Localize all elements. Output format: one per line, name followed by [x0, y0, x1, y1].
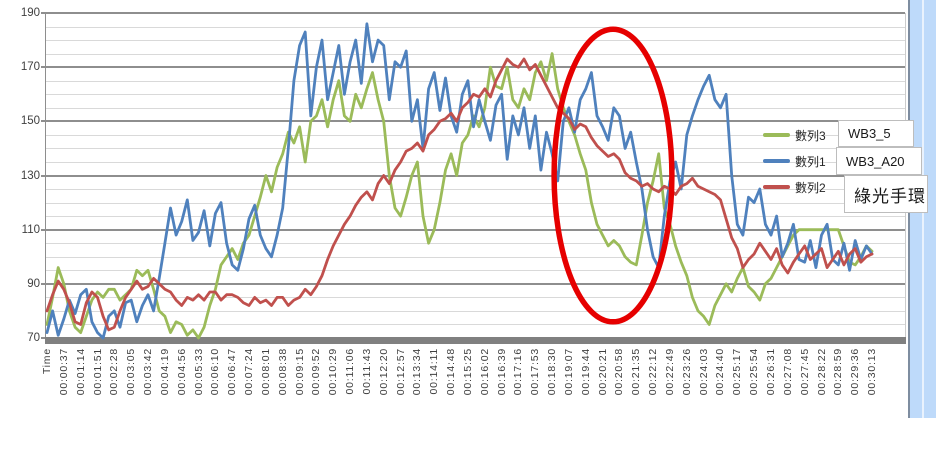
major-gridline [41, 12, 905, 14]
highlight-ellipse-annotation[interactable] [551, 26, 675, 325]
major-gridline [41, 228, 905, 231]
series-line-WB3_5[interactable] [45, 52, 874, 340]
minor-gridline [45, 270, 905, 272]
legend-swatch-red-line [763, 185, 790, 189]
y-tick-label: 190 [20, 7, 40, 19]
minor-gridline [45, 26, 905, 28]
major-gridline [41, 282, 905, 285]
x-axis-bar [45, 337, 906, 344]
minor-gridline [45, 202, 905, 204]
minor-gridline [45, 107, 905, 109]
minor-gridline [45, 53, 905, 55]
y-tick-label: 110 [21, 223, 40, 236]
callout-textbox-green-wristband[interactable]: 綠光手環 [844, 175, 928, 213]
legend-label-series2: 數列2 [795, 180, 826, 195]
minor-gridline [45, 324, 905, 326]
minor-gridline [45, 256, 905, 258]
chart-legend[interactable]: 數列3 數列1 數列2 [763, 122, 826, 200]
minor-gridline [45, 243, 905, 245]
legend-item-series3[interactable]: 數列3 [763, 122, 826, 148]
minor-gridline [45, 134, 905, 136]
y-tick-label: 170 [20, 61, 40, 74]
legend-item-series1[interactable]: 數列1 [763, 148, 826, 174]
y-tick-label: 70 [27, 332, 40, 344]
legend-item-series2[interactable]: 數列2 [763, 174, 826, 200]
y-tick-label: 90 [27, 277, 40, 290]
minor-gridline [45, 297, 905, 299]
y-tick-label: 130 [20, 169, 40, 182]
y-tick-label: 150 [20, 115, 40, 128]
minor-gridline [45, 80, 905, 82]
minor-gridline [45, 40, 905, 42]
legend-swatch-blue-line [763, 159, 790, 163]
callout-textbox-wb3-a20[interactable]: WB3_A20 [836, 147, 922, 175]
legend-swatch-green-line [763, 133, 790, 137]
legend-label-series1: 數列1 [795, 154, 826, 169]
callout-textbox-wb3-5[interactable]: WB3_5 [838, 120, 914, 147]
minor-gridline [45, 148, 905, 150]
minor-gridline [45, 216, 905, 218]
minor-gridline [45, 161, 905, 163]
major-gridline [41, 66, 905, 69]
minor-gridline [45, 189, 905, 191]
series-line-綠光手環[interactable] [45, 57, 874, 332]
major-gridline [41, 174, 905, 177]
legend-label-series3: 數列3 [795, 128, 826, 143]
y-axis-line [45, 13, 46, 343]
minor-gridline [45, 310, 905, 312]
